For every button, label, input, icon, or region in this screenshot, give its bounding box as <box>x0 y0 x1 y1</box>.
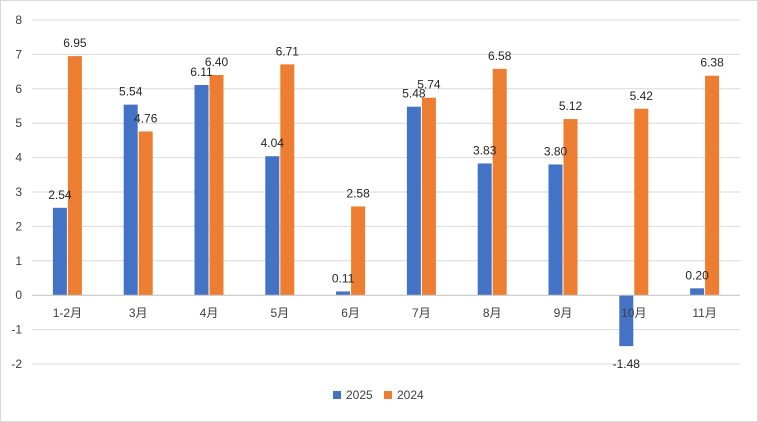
bar-2025-10月 <box>619 295 634 347</box>
data-label: 2.58 <box>346 186 370 200</box>
bar-2024-5月 <box>280 64 295 296</box>
data-label: 6.11 <box>190 65 213 79</box>
data-label: 4.04 <box>261 136 285 150</box>
data-label: 5.48 <box>402 87 426 101</box>
data-label: 6.71 <box>276 44 300 58</box>
data-label: -1.48 <box>613 357 641 371</box>
bar-2025-11月 <box>690 288 705 296</box>
y-tick-label: 2 <box>15 219 22 233</box>
x-tick-label: 6月 <box>341 306 360 320</box>
bar-2025-3月 <box>123 104 138 296</box>
data-label: 3.83 <box>473 143 497 157</box>
bar-2024-1-2月 <box>67 56 82 296</box>
legend: 2025 2024 <box>333 388 424 402</box>
y-tick-label: -1 <box>11 323 22 337</box>
bar-2025-4月 <box>194 85 209 296</box>
x-tick-label: 7月 <box>412 306 431 320</box>
gridlines <box>32 19 740 365</box>
data-label: 3.80 <box>544 144 568 158</box>
data-label: 0.11 <box>332 271 355 285</box>
x-tick-label: 1-2月 <box>53 306 82 320</box>
data-label: 5.74 <box>417 78 441 92</box>
data-label: 5.12 <box>559 99 583 113</box>
bar-2024-10月 <box>634 108 649 296</box>
data-label: 5.54 <box>119 85 143 99</box>
x-tick-label: 4月 <box>200 306 219 320</box>
legend-label-2024: 2024 <box>397 388 424 402</box>
bar-2024-4月 <box>209 75 224 296</box>
y-tick-label: -2 <box>11 357 22 371</box>
legend-label-2025: 2025 <box>346 388 373 402</box>
x-tick-label: 9月 <box>554 306 573 320</box>
bar-2025-7月 <box>406 106 421 296</box>
x-axis-ticks: 1-2月 3月 4月 5月 6月 7月 8月 9月 10月 11月 <box>53 306 717 320</box>
legend-swatch-2024 <box>384 391 392 399</box>
bar-2024-11月 <box>705 75 720 296</box>
bar-2024-7月 <box>421 97 436 296</box>
bar-2025-5月 <box>265 156 280 296</box>
y-tick-label: 1 <box>15 254 22 268</box>
bar-2025-9月 <box>548 164 563 296</box>
y-tick-label: 8 <box>15 13 22 27</box>
bar-2025-8月 <box>477 163 492 296</box>
bars <box>52 56 720 347</box>
bar-2024-6月 <box>351 206 366 296</box>
x-tick-label: 10月 <box>621 306 646 320</box>
x-tick-label: 11月 <box>692 306 716 320</box>
bar-2025-6月 <box>336 291 351 296</box>
bar-2024-8月 <box>492 68 507 296</box>
y-axis-ticks: -2 -1 0 1 2 3 4 5 6 7 8 <box>11 13 22 371</box>
x-tick-label: 8月 <box>483 306 502 320</box>
data-label: 5.42 <box>630 89 654 103</box>
y-tick-label: 4 <box>15 151 22 165</box>
bar-2025-1-2月 <box>52 207 67 296</box>
y-tick-label: 5 <box>15 116 22 130</box>
data-labels: 2.54 5.54 6.11 4.04 0.11 5.48 3.83 3.80 -1.48 0.2… <box>48 36 724 371</box>
data-label: 6.95 <box>63 36 87 50</box>
legend-swatch-2025 <box>333 391 341 399</box>
data-label: 6.58 <box>488 49 512 63</box>
y-tick-label: 3 <box>15 185 22 199</box>
data-label: 0.20 <box>685 268 709 282</box>
data-label: 6.38 <box>700 56 724 70</box>
bar-2024-9月 <box>563 119 578 296</box>
data-label: 6.40 <box>205 55 229 69</box>
data-label: 2.54 <box>48 188 72 202</box>
y-tick-label: 7 <box>15 47 22 61</box>
data-label: 4.76 <box>134 111 158 125</box>
x-tick-label: 3月 <box>129 306 148 320</box>
y-tick-label: 6 <box>15 82 22 96</box>
x-tick-label: 5月 <box>270 306 289 320</box>
y-tick-label: 0 <box>15 288 22 302</box>
bar-2024-3月 <box>138 131 153 296</box>
